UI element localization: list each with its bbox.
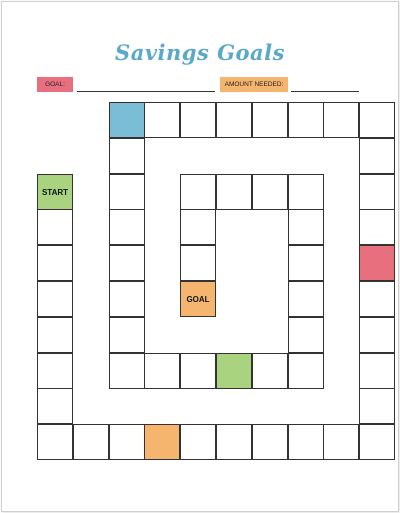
- board-square: [359, 388, 395, 424]
- board-square: [180, 424, 216, 460]
- board-square: [359, 424, 395, 460]
- board-square: [288, 102, 324, 138]
- board-square: [359, 317, 395, 353]
- board-square: [323, 424, 359, 460]
- board-square: [109, 281, 145, 317]
- board-square: [359, 245, 395, 281]
- board-square: [180, 209, 216, 245]
- start-square: START: [37, 174, 73, 210]
- board-square: [37, 245, 73, 281]
- board-square: [109, 174, 145, 210]
- page-title: Savings Goals: [115, 40, 285, 65]
- board-square: [109, 424, 145, 460]
- board-square: [252, 102, 288, 138]
- amount-needed-label: AMOUNT NEEDED:: [220, 77, 288, 92]
- board-square: [359, 138, 395, 174]
- board-square: [37, 209, 73, 245]
- board-square: [180, 245, 216, 281]
- board-square: [359, 281, 395, 317]
- goal-input-line[interactable]: [77, 91, 215, 92]
- board-square: [109, 317, 145, 353]
- board-square: [180, 353, 216, 389]
- board-square: [288, 353, 324, 389]
- board-square: [216, 353, 252, 389]
- board-square: [180, 174, 216, 210]
- board-square: [144, 102, 180, 138]
- board-square: [37, 388, 73, 424]
- board-square: [73, 424, 109, 460]
- board-square: [288, 245, 324, 281]
- board-square: [37, 424, 73, 460]
- board-square: [323, 102, 359, 138]
- board-square: [252, 353, 288, 389]
- board-square: [359, 353, 395, 389]
- board-square: [109, 353, 145, 389]
- board-square: [359, 174, 395, 210]
- board-square: [252, 174, 288, 210]
- board-square: [359, 102, 395, 138]
- board-square: [37, 317, 73, 353]
- board-square: [109, 102, 145, 138]
- board-square: [288, 174, 324, 210]
- board-square: [216, 174, 252, 210]
- board-square: [37, 281, 73, 317]
- board-square: [180, 102, 216, 138]
- board-square: [109, 209, 145, 245]
- board-square: [109, 245, 145, 281]
- board-square: [359, 209, 395, 245]
- amount-input-line[interactable]: [291, 91, 359, 92]
- board-square: [37, 353, 73, 389]
- goal-label: GOAL:: [37, 77, 73, 92]
- board-square: [288, 281, 324, 317]
- board-square: [216, 424, 252, 460]
- board-square: [144, 353, 180, 389]
- board-square: [288, 317, 324, 353]
- goal-square: GOAL: [180, 281, 216, 317]
- board-square: [109, 138, 145, 174]
- board-square: [288, 209, 324, 245]
- board-square: [144, 424, 180, 460]
- board-square: [288, 424, 324, 460]
- board-square: [252, 424, 288, 460]
- board-square: [216, 102, 252, 138]
